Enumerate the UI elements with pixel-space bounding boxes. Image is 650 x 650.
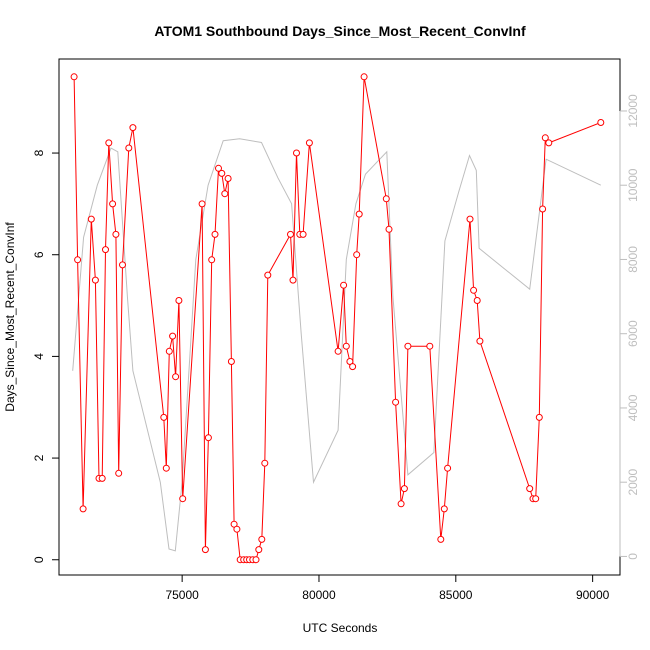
- y2-tick-label-2: 4000: [626, 394, 640, 421]
- data-point-6: [98, 474, 106, 482]
- data-point-67: [444, 464, 452, 472]
- data-point-21: [179, 495, 187, 503]
- data-point-66: [440, 505, 448, 513]
- data-point-74: [532, 495, 540, 503]
- data-point-59: [385, 225, 393, 233]
- data-point-19: [172, 373, 180, 381]
- data-point-18: [169, 332, 177, 340]
- y-axis: 0 2 4 6 8: [32, 149, 59, 563]
- y-tick-label-4: 8: [32, 149, 46, 156]
- data-point-20: [175, 297, 183, 304]
- data-point-13: [125, 144, 133, 152]
- data-point-2: [79, 505, 87, 513]
- data-point-45: [289, 276, 297, 284]
- data-point-63: [404, 342, 412, 350]
- data-point-51: [340, 281, 348, 289]
- data-point-60: [392, 398, 400, 406]
- y-axis-label: Days_Since_Most_Recent_ConvInf: [3, 222, 17, 412]
- y2-tick-label-4: 8000: [626, 246, 640, 273]
- data-point-57: [360, 73, 368, 81]
- data-point-44: [287, 230, 294, 238]
- data-point-16: [162, 464, 170, 472]
- data-point-56: [355, 210, 363, 218]
- data-point-40: [255, 546, 263, 554]
- y2-axis: 0 2000 4000 6000 8000 10000 12000: [619, 94, 640, 560]
- y2-tick-label-0: 0: [626, 553, 640, 560]
- x-axis: 75000 80000 85000 90000: [165, 574, 610, 602]
- data-point-17: [165, 347, 173, 355]
- data-point-9: [109, 200, 117, 208]
- data-point-14: [129, 124, 137, 132]
- y-tick-label-2: 4: [32, 353, 46, 360]
- data-point-50: [334, 347, 342, 355]
- data-point-71: [476, 337, 484, 345]
- data-point-62: [400, 485, 408, 493]
- x-tick-label-3: 90000: [576, 588, 610, 602]
- y-tick-label-0: 0: [32, 556, 46, 563]
- data-point-27: [215, 164, 222, 172]
- y2-tick-label-6: 12000: [626, 94, 640, 128]
- data-point-70: [473, 297, 481, 304]
- data-point-33: [233, 525, 241, 533]
- x-tick-label-0: 75000: [165, 588, 199, 602]
- data-point-26: [211, 230, 219, 238]
- data-point-75: [535, 413, 543, 421]
- data-point-25: [208, 256, 216, 264]
- data-point-1: [74, 256, 82, 264]
- data-point-49: [305, 139, 313, 147]
- data-point-68: [466, 215, 474, 223]
- data-point-22: [198, 200, 206, 208]
- data-point-0: [70, 73, 78, 81]
- data-point-77: [541, 134, 549, 142]
- data-point-8: [105, 139, 113, 147]
- data-point-46: [293, 149, 300, 157]
- y-tick-label-1: 2: [32, 454, 46, 461]
- data-point-42: [261, 459, 269, 467]
- data-point-52: [342, 342, 350, 350]
- data-point-43: [264, 271, 272, 279]
- series-secondary: [72, 138, 602, 552]
- data-point-23: [201, 546, 209, 554]
- data-point-11: [115, 469, 123, 477]
- y2-tick-label-1: 2000: [626, 469, 640, 496]
- x-axis-label: UTC Seconds: [303, 621, 378, 635]
- data-point-7: [102, 246, 109, 254]
- data-point-55: [353, 251, 361, 259]
- data-point-28: [218, 169, 226, 177]
- y2-tick-label-3: 6000: [626, 320, 640, 347]
- data-point-24: [204, 434, 212, 442]
- data-point-39: [252, 556, 260, 564]
- data-point-58: [382, 195, 390, 203]
- x-tick-label-1: 80000: [302, 588, 336, 602]
- data-point-78: [545, 139, 553, 147]
- data-point-15: [160, 413, 168, 421]
- data-point-4: [91, 276, 99, 284]
- data-point-79: [597, 119, 605, 126]
- data-point-76: [539, 205, 547, 213]
- data-point-31: [227, 358, 235, 365]
- data-point-48: [299, 230, 307, 238]
- data-point-10: [112, 230, 120, 238]
- data-point-12: [119, 261, 126, 269]
- data-point-41: [258, 535, 266, 543]
- series-secondary-line: [72, 138, 602, 552]
- data-point-64: [426, 342, 434, 350]
- chart-title: ATOM1 Southbound Days_Since_Most_Recent_…: [154, 23, 526, 39]
- data-point-30: [224, 175, 232, 182]
- data-point-29: [221, 190, 229, 198]
- data-point-69: [470, 286, 478, 294]
- data-point-72: [526, 485, 534, 493]
- data-point-65: [437, 535, 445, 543]
- y2-tick-label-5: 10000: [626, 168, 640, 202]
- data-point-3: [87, 215, 95, 223]
- data-point-54: [349, 363, 357, 371]
- series-primary: [70, 73, 605, 564]
- y-tick-label-3: 6: [32, 251, 46, 258]
- x-tick-label-2: 85000: [439, 588, 473, 602]
- data-point-61: [397, 500, 405, 508]
